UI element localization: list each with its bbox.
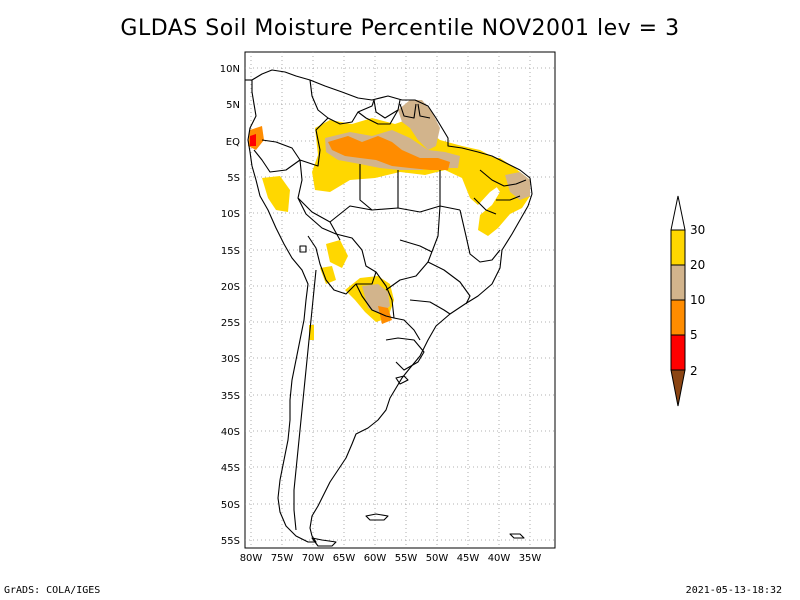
shade-peru-yellow	[262, 176, 290, 212]
lat-tick: 20S	[221, 282, 240, 293]
colorbar-label: 2	[690, 364, 698, 378]
lagoa-dos-patos	[395, 375, 409, 385]
lon-tick: 60W	[364, 553, 387, 564]
border-ecuador-peru	[253, 149, 301, 173]
border-brazil-states5	[409, 299, 451, 315]
lat-tick: EQ	[226, 137, 240, 148]
lon-tick: 70W	[302, 553, 325, 564]
grads-credit: GrADS: COLA/IGES	[4, 585, 101, 596]
border-argentina-brazil	[393, 317, 421, 341]
border-brazil-north	[357, 109, 399, 125]
border-chile-argentina	[293, 269, 317, 531]
lat-tick: 5N	[226, 100, 240, 111]
border-brazil-states3	[459, 209, 501, 263]
lake-titicaca	[299, 245, 307, 253]
lat-tick: 5S	[227, 173, 240, 184]
colorbar-label: 20	[690, 258, 705, 272]
lat-tick: 35S	[221, 391, 240, 402]
lat-tick: 15S	[221, 246, 240, 257]
lon-tick: 40W	[488, 553, 511, 564]
falkland-islands	[365, 513, 389, 521]
coastline-borders	[245, 69, 533, 547]
colorbar-labels: 30 20 10 5 2	[690, 223, 705, 378]
colorbar-2-5	[670, 334, 686, 371]
lat-tick-labels: 10N 5N EQ 5S 10S 15S 20S 25S 30S 35S 40S…	[220, 64, 240, 547]
lon-tick: 75W	[271, 553, 294, 564]
south-georgia	[509, 533, 525, 539]
border-colombia-south	[261, 117, 329, 167]
colorbar-below-2	[670, 369, 686, 407]
south-america-coastline	[247, 69, 533, 543]
lon-tick: 80W	[240, 553, 263, 564]
shade-bolivia-yellow	[326, 240, 348, 268]
colorbar-20-30	[670, 229, 686, 266]
lat-tick: 45S	[221, 463, 240, 474]
border-guyana	[373, 99, 401, 119]
border-amazon-states	[359, 164, 441, 211]
colorbar	[670, 195, 686, 407]
colorbar-label: 30	[690, 223, 705, 237]
border-bolivia	[297, 197, 377, 295]
border-brazil-states6	[399, 239, 433, 253]
shade-amazon-orange	[328, 136, 450, 170]
border-brazil-states4	[427, 261, 471, 305]
shade-ne-tan	[505, 172, 530, 200]
lat-tick: 10N	[220, 64, 240, 75]
border-peru-brazil	[297, 159, 341, 241]
lon-tick: 35W	[519, 553, 542, 564]
border-brazil-states2	[385, 205, 441, 291]
lat-tick: 30S	[221, 354, 240, 365]
lon-tick: 65W	[333, 553, 356, 564]
lat-tick: 50S	[221, 500, 240, 511]
border-paraguay	[355, 271, 395, 319]
shade-guiana-tan	[398, 100, 440, 150]
border-colombia-venezuela	[309, 79, 375, 125]
border-suriname	[399, 103, 417, 119]
tierra-del-fuego	[311, 537, 337, 547]
lat-tick: 10S	[221, 209, 240, 220]
lat-tick: 25S	[221, 318, 240, 329]
timestamp: 2021-05-13-18:32	[685, 585, 782, 596]
colorbar-10-20	[670, 264, 686, 301]
lat-tick: 55S	[221, 536, 240, 547]
lat-tick: 40S	[221, 427, 240, 438]
shade-ecuador-red	[250, 134, 256, 146]
lon-tick: 45W	[457, 553, 480, 564]
border-ne-states	[473, 169, 527, 215]
colorbar-label: 5	[690, 328, 698, 342]
colorbar-above-30	[670, 195, 686, 231]
lon-tick-labels: 80W 75W 70W 65W 60W 55W 50W 45W 40W 35W	[240, 553, 542, 564]
colorbar-5-10	[670, 299, 686, 336]
lon-tick: 50W	[426, 553, 449, 564]
shade-bolivia-yellow2	[320, 266, 336, 284]
border-uruguay	[385, 337, 425, 371]
lon-tick: 55W	[395, 553, 418, 564]
colorbar-label: 10	[690, 293, 705, 307]
map-title: GLDAS Soil Moisture Percentile NOV2001 l…	[120, 16, 680, 41]
border-fguiana	[417, 103, 431, 119]
